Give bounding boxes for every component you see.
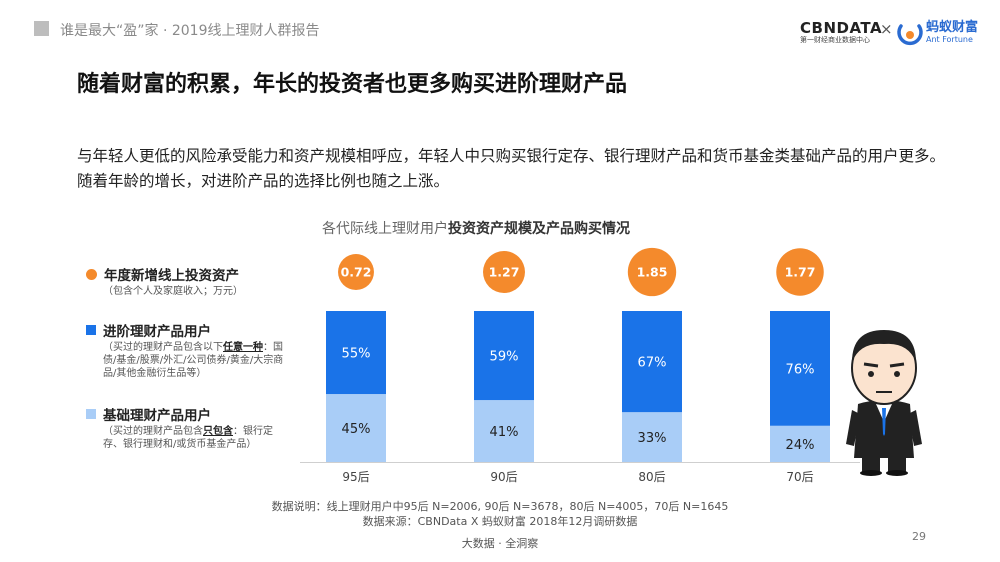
cbndata-logo-text: CBNDATA <box>800 19 883 37</box>
footnote-sample-sizes: 数据说明：线上理财用户中95后 N=2006, 90后 N=3678，80后 N… <box>271 500 729 513</box>
bar-basic-2 <box>622 412 682 462</box>
footnote-data-source: 数据来源：CBNData X 蚂蚁财富 2018年12月调研数据 <box>362 515 638 528</box>
bar-advanced-0 <box>326 311 386 395</box>
bar-advanced-3 <box>770 311 830 426</box>
header-square-icon <box>34 21 49 36</box>
legend-advanced-note-pre: （买过的理财产品包含以下 <box>103 342 223 353</box>
legend-basic-note-pre: （买过的理财产品包含 <box>103 426 203 437</box>
bar-advanced-label-1: 59% <box>490 350 519 365</box>
category-label-1: 90后 <box>490 470 517 484</box>
chart-title-bold: 投资资产规模及产品购买情况 <box>448 221 630 237</box>
legend-advanced-label: 进阶理财产品用户 <box>103 324 211 340</box>
asset-bubble-3 <box>776 248 824 296</box>
asset-bubble-label-2: 1.85 <box>637 265 668 280</box>
bar-basic-1 <box>474 400 534 462</box>
legend-advanced-note-emphasis: 任意一种 <box>223 342 263 353</box>
logo-separator: × <box>880 20 893 38</box>
category-label-3: 70后 <box>786 470 813 484</box>
legend-advanced-note: （买过的理财产品包含以下任意一种：国债/基金/股票/外汇/公司债券/黄金/大宗商… <box>103 341 286 380</box>
bar-basic-label-0: 45% <box>342 422 371 437</box>
bar-advanced-label-2: 67% <box>638 356 667 371</box>
bar-advanced-1 <box>474 311 534 401</box>
ant-fortune-logo-icon <box>897 24 923 46</box>
legend-assets-note: （包含个人及家庭收入；万元） <box>103 286 243 297</box>
orange-dot-icon <box>86 268 97 280</box>
legend-assets: 年度新增线上投资资产 （包含个人及家庭收入；万元） <box>86 264 243 298</box>
bar-advanced-label-0: 55% <box>342 347 371 362</box>
asset-bubble-label-3: 1.77 <box>785 265 816 280</box>
asset-bubble-0 <box>338 254 374 290</box>
cbndata-logo: CBNDATA 第一财经商业数据中心 <box>800 19 883 45</box>
category-label-2: 80后 <box>638 470 665 484</box>
report-header: 谁是最大“盈”家 · 2019线上理财人群报告 <box>60 23 320 39</box>
legend-basic-note-post: ：银行定存、银行理财和/或货币基金产品） <box>103 426 273 450</box>
asset-bubble-label-0: 0.72 <box>341 265 372 280</box>
category-label-0: 95后 <box>342 470 369 484</box>
businessman-mascot-icon <box>846 330 922 476</box>
ant-fortune-logo: 蚂蚁财富 Ant Fortune <box>926 20 986 45</box>
footer-brand: 大数据 · 全洞察 <box>461 537 539 550</box>
asset-bubble-2 <box>627 247 677 297</box>
bar-basic-0 <box>326 394 386 462</box>
ant-fortune-logo-cn: 蚂蚁财富 <box>926 20 979 35</box>
cbndata-logo-subtitle: 第一财经商业数据中心 <box>800 36 870 44</box>
bar-advanced-label-3: 76% <box>786 362 815 377</box>
legend-basic-label: 基础理财产品用户 <box>103 408 211 424</box>
legend-basic-note: （买过的理财产品包含只包含：银行定存、银行理财和/或货币基金产品） <box>103 425 286 451</box>
legend-basic: 基础理财产品用户 （买过的理财产品包含只包含：银行定存、银行理财和/或货币基金产… <box>86 404 286 451</box>
legend-assets-label: 年度新增线上投资资产 <box>104 268 239 284</box>
chart-title-plain: 各代际线上理财用户 <box>322 221 448 237</box>
legend-advanced: 进阶理财产品用户 （买过的理财产品包含以下任意一种：国债/基金/股票/外汇/公司… <box>86 320 286 380</box>
legend-advanced-note-post: ：国债/基金/股票/外汇/公司债券/黄金/大宗商品/其他金融衍生品等） <box>103 342 284 379</box>
bar-basic-label-1: 41% <box>490 425 519 440</box>
page-number: 29 <box>912 530 926 543</box>
chart-title: 各代际线上理财用户投资资产规模及产品购买情况 <box>322 218 630 238</box>
ant-fortune-logo-en: Ant Fortune <box>926 35 973 44</box>
page-title: 随着财富的积累，年长的投资者也更多购买进阶理财产品 <box>77 72 628 97</box>
asset-bubble-label-1: 1.27 <box>489 265 520 280</box>
bar-basic-3 <box>770 425 830 462</box>
light-blue-square-icon <box>86 409 96 419</box>
asset-bubble-1 <box>483 251 525 293</box>
bar-advanced-2 <box>622 311 682 413</box>
bar-basic-label-3: 24% <box>786 438 815 453</box>
blue-square-icon <box>86 325 96 335</box>
legend-basic-note-emphasis: 只包含 <box>203 426 233 437</box>
bar-basic-label-2: 33% <box>638 431 667 446</box>
intro-paragraph: 与年轻人更低的风险承受能力和资产规模相呼应，年轻人中只购买银行定存、银行理财产品… <box>77 147 946 190</box>
